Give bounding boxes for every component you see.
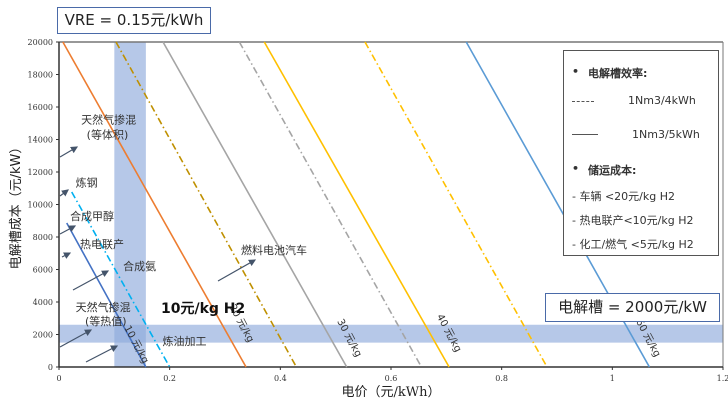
arrow-icon (61, 252, 72, 259)
x-axis-label: 电价（元/kWh） (342, 385, 441, 400)
series-line-30-dashdot (238, 41, 423, 368)
legend-bullet: • (572, 65, 580, 78)
legend-storage-text: 车辆 <20元/kg H2 (579, 190, 676, 203)
arrow-icon (59, 146, 79, 158)
legend-storage-item: - 热电联产<10元/kg H2 (572, 214, 694, 227)
x-band (114, 42, 146, 367)
annotation-label: (等体积) (87, 128, 129, 142)
vre-label: VRE = 0.15元/kWh (57, 7, 211, 34)
legend-bullet: • (572, 162, 580, 175)
series-line-10-solid (66, 222, 147, 368)
y-band (59, 324, 723, 343)
series-line-10-dashdot (71, 191, 171, 368)
y-tick-label: 6000 (33, 266, 53, 275)
annotation-label: 燃料电池汽车 (241, 243, 307, 257)
y-tick-label: 2000 (33, 331, 53, 340)
y-tick-label: 10000 (28, 201, 53, 210)
y-tick-label: 0 (48, 363, 53, 372)
arrow-icon (85, 345, 119, 363)
x-tick-label: 0.2 (163, 374, 176, 383)
series-line-30-solid (162, 41, 348, 368)
annotation-label: 天然气掺混 (81, 112, 136, 126)
y-tick-label: 12000 (28, 168, 53, 177)
annotation-label: 天然气掺混 (76, 300, 131, 314)
annotation-label: 合成甲醇 (70, 209, 114, 223)
legend-dashdot-swatch (572, 101, 594, 102)
arrow-icon (59, 225, 77, 235)
y-tick-label: 4000 (33, 298, 53, 307)
legend-efficiency-item: 1Nm3/4kWh (628, 94, 696, 107)
arrow-icon (217, 259, 257, 282)
x-tick-label: 1 (610, 374, 615, 383)
annotation-label: 炼油加工 (162, 334, 206, 348)
electrolyzer-cost-label: 电解槽 = 2000元/kW (545, 293, 720, 322)
arrow-icon (59, 189, 69, 197)
legend-efficiency-title: 电解槽效率: (588, 67, 648, 80)
legend-efficiency-item: 1Nm3/5kWh (632, 128, 700, 141)
legend-storage-title: 储运成本: (588, 164, 637, 177)
y-tick-label: 18000 (28, 71, 53, 80)
annotation-label: 热电联产 (80, 237, 124, 251)
highlight-label: 10元/kg H2 (161, 301, 245, 317)
annotation-label: 合成氨 (123, 259, 156, 273)
annotation-label: (等热值) (85, 314, 127, 328)
annotation-label: 炼钢 (76, 176, 98, 190)
y-tick-label: 20000 (28, 38, 53, 47)
x-tick-label: 0.8 (495, 374, 508, 383)
legend-storage-text: 热电联产<10元/kg H2 (579, 214, 694, 227)
x-tick-label: 0.4 (274, 374, 287, 383)
y-tick-label: 16000 (28, 103, 53, 112)
series-line-40-solid (263, 41, 450, 368)
arrow-icon (72, 270, 110, 291)
series-line-40-dashdot (364, 41, 548, 368)
legend-storage-item: - 化工/燃气 <5元/kg H2 (572, 238, 694, 251)
arrow-icon (59, 329, 93, 348)
legend-storage-item: - 车辆 <20元/kg H2 (572, 190, 676, 203)
x-tick-label: 1.2 (717, 374, 728, 383)
x-tick-label: 0 (56, 374, 61, 383)
legend-storage-text: 化工/燃气 <5元/kg H2 (579, 238, 694, 251)
series-line-20-solid (62, 41, 247, 368)
y-axis-label: 电解槽成本（元/kW） (9, 141, 24, 270)
y-tick-label: 14000 (28, 136, 53, 145)
legend: • 电解槽效率: 1Nm3/4kWh 1Nm3/5kWh • 储运成本: - 车… (563, 50, 719, 256)
x-tick-label: 0.6 (385, 374, 398, 383)
series-line-20-dashdot (115, 41, 298, 368)
legend-solid-swatch (572, 134, 598, 135)
y-tick-label: 8000 (33, 233, 53, 242)
